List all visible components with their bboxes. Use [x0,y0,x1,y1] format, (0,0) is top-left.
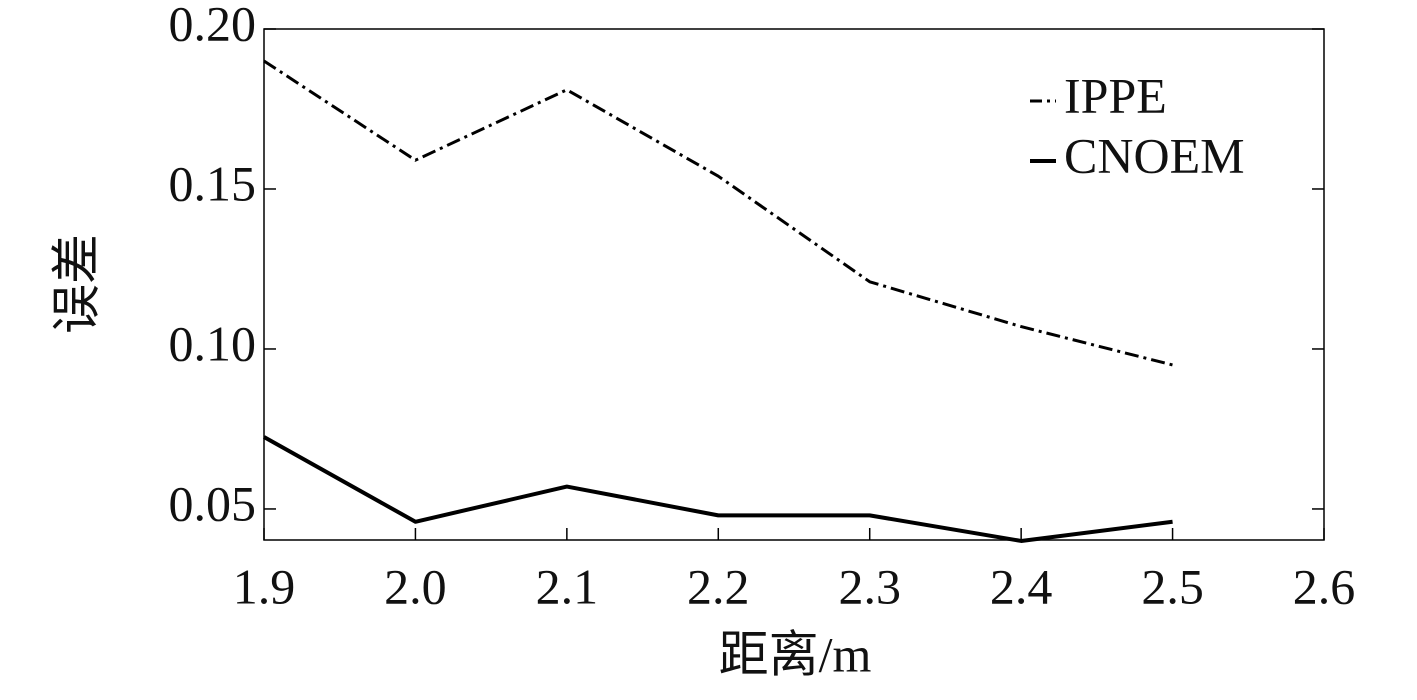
y-tick-label: 0.20 [169,0,257,51]
y-tick-label: 0.10 [169,315,257,371]
x-axis-label: 距离/m [719,626,872,682]
x-tick-label: 2.2 [687,558,750,614]
series-line [263,435,1173,543]
x-tick-label: 2.3 [838,558,901,614]
legend-label: IPPE [1064,67,1167,123]
x-tick-label: 2.5 [1141,558,1204,614]
x-tick-label: 2.0 [384,558,447,614]
x-tick-label: 2.4 [990,558,1053,614]
plot-frame [263,28,1325,541]
series-line [263,59,1173,367]
x-tick-label: 1.9 [233,558,296,614]
x-tick-label: 2.1 [536,558,599,614]
legend-label: CNOEM [1064,127,1245,183]
x-tick-label: 2.6 [1293,558,1356,614]
y-tick-label: 0.15 [169,155,257,211]
y-tick-label: 0.05 [169,475,257,531]
y-axis-label: 误差 [48,234,104,334]
